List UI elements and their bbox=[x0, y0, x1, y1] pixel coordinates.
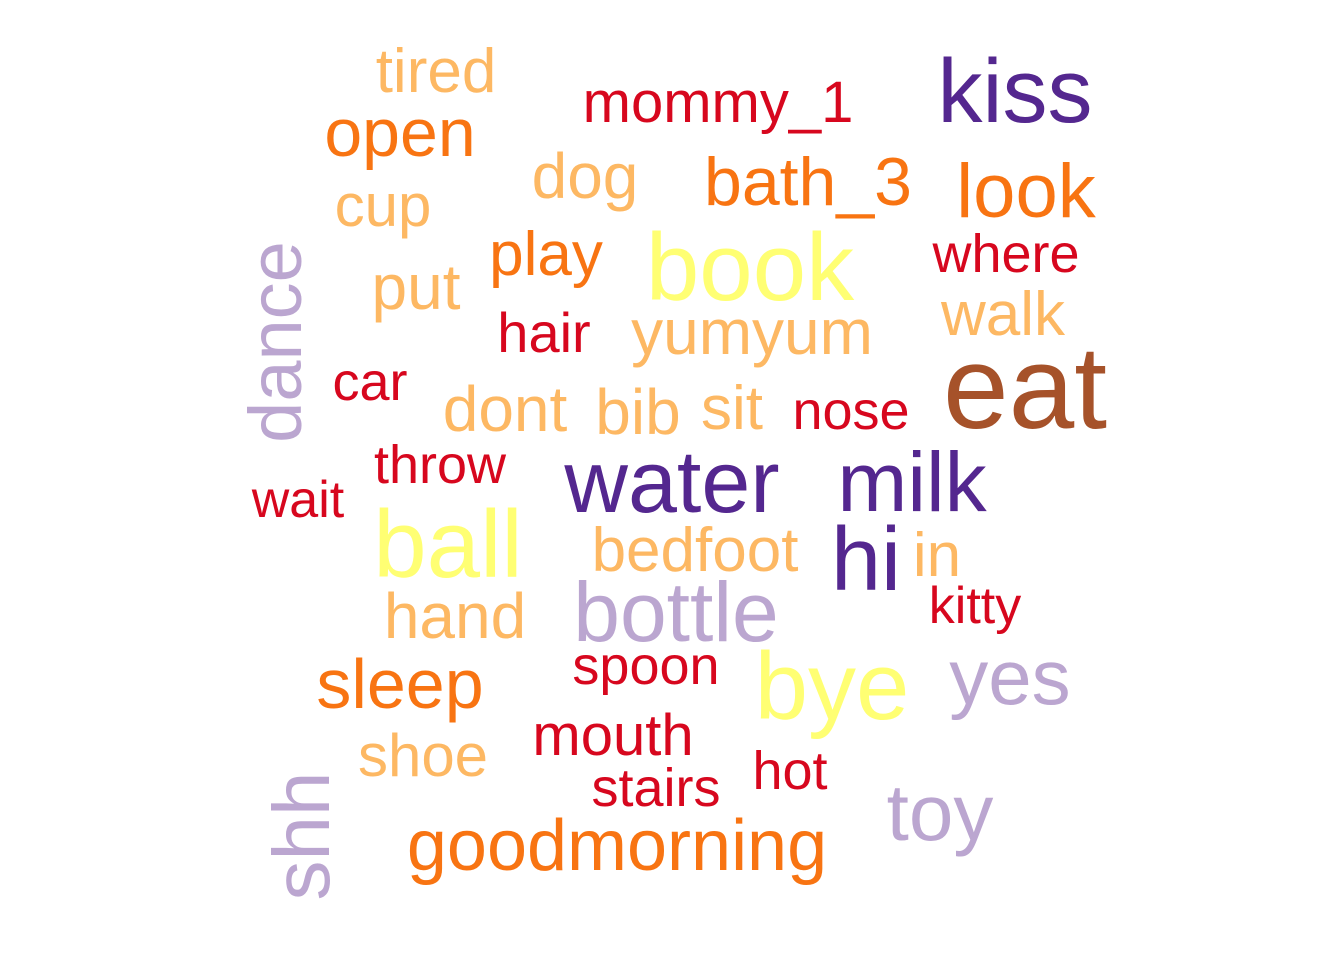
word-eat: eat bbox=[942, 322, 1108, 454]
word-bye: bye bbox=[754, 633, 910, 740]
word-tired: tired bbox=[375, 37, 497, 106]
word-cup: cup bbox=[334, 172, 432, 239]
word-bottle: bottle bbox=[573, 565, 779, 659]
word-mommy-1: mommy_1 bbox=[582, 70, 854, 135]
word-mouth: mouth bbox=[532, 703, 694, 768]
word-toy: toy bbox=[886, 768, 994, 857]
word-water: water bbox=[564, 432, 780, 531]
word-where: where bbox=[932, 224, 1080, 284]
word-put: put bbox=[371, 251, 461, 323]
word-sit: sit bbox=[701, 374, 763, 443]
word-play: play bbox=[489, 220, 603, 289]
word-book: book bbox=[645, 214, 855, 321]
word-car: car bbox=[332, 352, 408, 412]
word-kitty: kitty bbox=[928, 577, 1022, 635]
word-shh: shh bbox=[257, 771, 346, 901]
word-goodmorning: goodmorning bbox=[406, 806, 828, 886]
word-throw: throw bbox=[373, 435, 507, 495]
word-dance: dance bbox=[234, 241, 317, 443]
word-walk: walk bbox=[940, 280, 1066, 349]
word-shoe: shoe bbox=[357, 722, 489, 789]
word-nose: nose bbox=[792, 381, 910, 441]
word-ball: ball bbox=[373, 491, 523, 598]
word-bedfoot: bedfoot bbox=[591, 516, 799, 585]
word-sleep: sleep bbox=[316, 645, 484, 723]
word-hair: hair bbox=[497, 301, 591, 364]
word-hot: hot bbox=[752, 741, 828, 801]
word-open: open bbox=[324, 95, 476, 171]
word-yumyum: yumyum bbox=[631, 296, 873, 368]
word-in: in bbox=[912, 521, 962, 590]
word-dont: dont bbox=[442, 373, 568, 445]
word-dog: dog bbox=[531, 140, 639, 212]
word-milk: milk bbox=[837, 435, 987, 529]
word-wait: wait bbox=[251, 471, 345, 529]
word-spoon: spoon bbox=[572, 636, 720, 696]
word-kiss: kiss bbox=[937, 42, 1093, 142]
word-yes: yes bbox=[949, 633, 1071, 721]
word-stairs: stairs bbox=[591, 758, 721, 818]
word-look: look bbox=[956, 149, 1096, 234]
word-bath-3: bath_3 bbox=[704, 144, 912, 220]
word-hand: hand bbox=[383, 580, 527, 652]
word-bib: bib bbox=[595, 376, 681, 448]
word-hi: hi bbox=[830, 510, 902, 610]
